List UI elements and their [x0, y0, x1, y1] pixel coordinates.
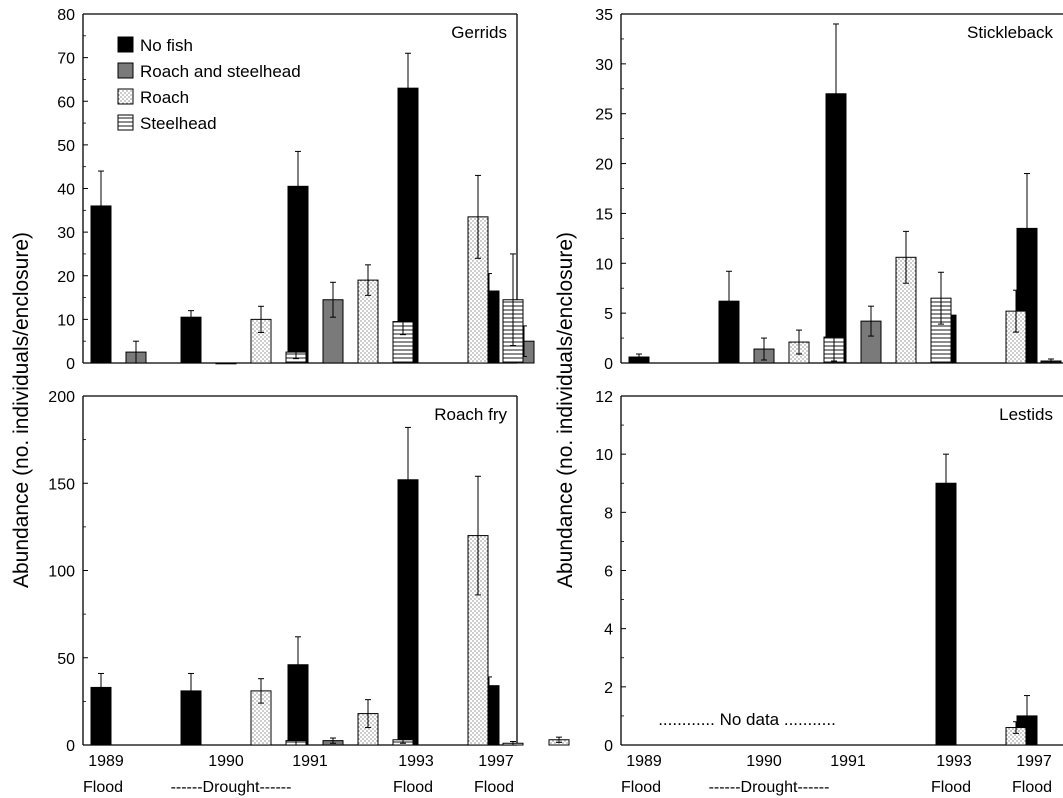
y-axis-label-right: Abundance (no. individuals/enclosure) — [554, 232, 577, 588]
y-axis-label-left: Abundance (no. individuals/enclosure) — [10, 232, 33, 588]
y-tick-label: 5 — [604, 306, 613, 323]
y-tick-label: 30 — [57, 225, 75, 242]
y-tick-label: 0 — [604, 738, 613, 755]
y-tick-label: 2 — [604, 680, 613, 697]
legend-swatch — [117, 62, 134, 79]
panel-lestids: 0 2 4 6 8 10 12 Lestids 1989 Flood 1990 ------Droug… — [595, 389, 1063, 796]
y-tick-label: 35 — [595, 7, 613, 24]
x-tick-label: 1993 — [398, 753, 434, 770]
panel-title: Lestids — [999, 405, 1053, 424]
bar — [935, 482, 957, 746]
y-tick-label: 0 — [66, 738, 75, 755]
y-tick-label: 100 — [48, 564, 75, 581]
legend-swatch — [117, 36, 134, 53]
x-category-note: Flood — [1012, 779, 1052, 796]
legend-label: No fish — [140, 36, 193, 55]
x-category-note: Flood — [474, 779, 514, 796]
x-tick-label: 1989 — [626, 753, 662, 770]
x-category-note: Flood — [931, 779, 971, 796]
y-tick-label: 12 — [595, 389, 613, 406]
legend-label: Roach and steelhead — [140, 62, 301, 81]
y-tick-label: 150 — [48, 476, 75, 493]
y-tick-label: 6 — [604, 564, 613, 581]
x-tick-label: 1991 — [292, 753, 328, 770]
panel-title: Gerrids — [451, 23, 507, 42]
legend-swatch — [117, 88, 134, 105]
y-tick-label: 50 — [57, 138, 75, 155]
y-tick-label: 30 — [595, 57, 613, 74]
y-tick-label: 10 — [57, 312, 75, 329]
y-tick-label: 20 — [595, 157, 613, 174]
legend-label: Steelhead — [140, 114, 217, 133]
panel-roach-fry: 0 50 100 150 200 Roach fry 1989 Flood 1990 ------… — [48, 389, 570, 796]
legend-swatch — [117, 114, 134, 131]
y-tick-label: 200 — [48, 389, 75, 406]
panel-stickleback: 0 5 10 15 20 25 30 35 Stickleback — [595, 7, 1063, 373]
panel-annotation: ............ No data ........... — [658, 710, 836, 729]
y-tick-label: 0 — [604, 356, 613, 373]
x-tick-label: 1990 — [208, 753, 244, 770]
x-tick-label: 1991 — [830, 753, 866, 770]
x-category-note: Flood — [621, 779, 661, 796]
y-tick-label: 10 — [595, 256, 613, 273]
y-tick-label: 25 — [595, 107, 613, 124]
y-tick-label: 80 — [57, 7, 75, 24]
y-tick-label: 70 — [57, 51, 75, 68]
panel-title: Roach fry — [434, 405, 507, 424]
legend-label: Roach — [140, 88, 189, 107]
panel-title: Stickleback — [967, 23, 1053, 42]
x-category-note: Flood — [393, 779, 433, 796]
x-tick-label: 1997 — [478, 753, 514, 770]
x-category-note: Flood — [83, 779, 123, 796]
y-tick-label: 4 — [604, 622, 613, 639]
x-category-note: ------Drought------ — [171, 779, 292, 796]
x-tick-label: 1997 — [1016, 753, 1052, 770]
y-tick-label: 40 — [57, 182, 75, 199]
y-tick-label: 20 — [57, 269, 75, 286]
bar — [215, 362, 237, 365]
x-category-note: ------Drought------ — [709, 779, 830, 796]
x-tick-label: 1993 — [936, 753, 972, 770]
y-tick-label: 10 — [595, 447, 613, 464]
x-tick-label: 1990 — [746, 753, 782, 770]
y-tick-label: 15 — [595, 206, 613, 223]
x-tick-label: 1989 — [88, 753, 124, 770]
y-tick-label: 60 — [57, 94, 75, 111]
panel-gerrids: 0 10 20 30 40 50 60 70 80 Gerrids No fish Roach and… — [57, 7, 535, 373]
y-tick-label: 0 — [66, 356, 75, 373]
y-tick-label: 8 — [604, 505, 613, 522]
y-tick-label: 50 — [57, 651, 75, 668]
